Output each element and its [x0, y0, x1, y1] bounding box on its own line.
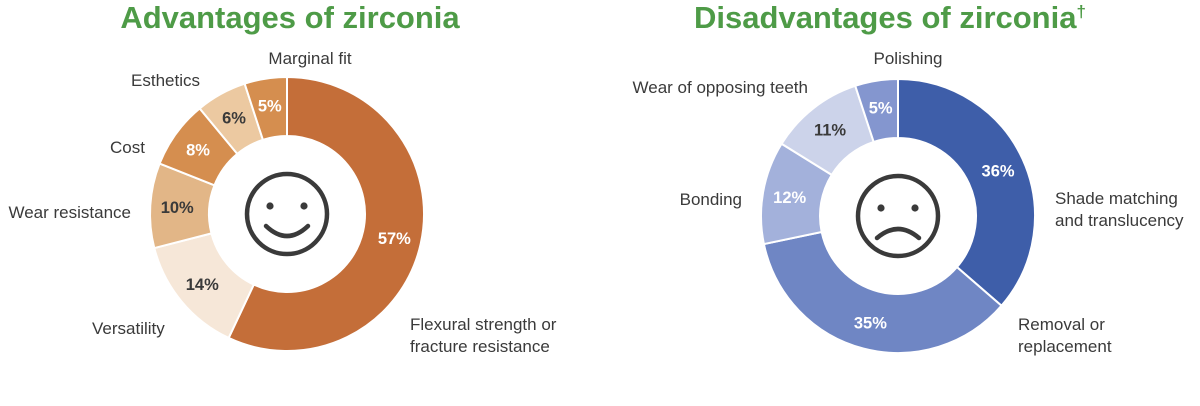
- advantages-chart: Advantages of zirconia 57% 14% 10% 8% 6% 5% F…: [8, 0, 556, 356]
- value-label-versatility: 14%: [186, 276, 219, 294]
- disadvantages-slices: [760, 77, 1036, 354]
- advantages-title: Advantages of zirconia: [120, 0, 460, 35]
- slice-flexural-strength-or-fracture-resistance: [227, 75, 425, 352]
- category-label-wear-of-opposing-teeth: Wear of opposing teeth: [633, 78, 808, 97]
- category-label-polishing: Polishing: [874, 49, 943, 68]
- slice-marginal-fit: [243, 75, 288, 142]
- category-label-removal-or-replacement: Removal or replacement: [1018, 315, 1112, 356]
- value-label-wear-of-opposing-teeth: 11%: [814, 122, 846, 140]
- sad-face-icon: [855, 173, 941, 259]
- disadvantages-title: Disadvantages of zirconia†: [694, 0, 1086, 35]
- category-label-marginal-fit: Marginal fit: [268, 49, 351, 68]
- category-label-versatility: Versatility: [92, 319, 165, 338]
- value-label-flexural-strength-or-fracture-resistance: 57%: [378, 230, 411, 248]
- disadvantages-category-labels: Shade matching and translucency Removal or…: [633, 49, 1185, 356]
- value-label-removal-or-replacement: 35%: [854, 314, 887, 332]
- category-label-bonding: Bonding: [680, 190, 742, 209]
- advantages-category-labels: Flexural strength or fracture resistance V…: [8, 49, 556, 356]
- value-label-esthetics: 6%: [222, 110, 246, 128]
- advantages-slices: [149, 75, 425, 352]
- advantages-value-labels: 57% 14% 10% 8% 6% 5%: [161, 97, 411, 294]
- value-label-polishing: 5%: [869, 99, 893, 117]
- category-label-cost: Cost: [110, 138, 145, 157]
- disadvantages-value-labels: 36% 35% 12% 11% 5%: [773, 99, 1015, 332]
- value-label-marginal-fit: 5%: [258, 97, 282, 115]
- slice-polishing: [853, 77, 899, 144]
- category-label-shade-matching-and-translucency: Shade matching and translucency: [1055, 189, 1184, 230]
- value-label-wear-resistance: 10%: [161, 199, 194, 217]
- category-label-flexural-strength-or-fracture-resistance: Flexural strength or fracture resistance: [410, 315, 557, 356]
- category-label-wear-resistance: Wear resistance: [8, 203, 131, 222]
- value-label-bonding: 12%: [773, 189, 806, 207]
- value-label-cost: 8%: [186, 141, 210, 159]
- value-label-shade-matching-and-translucency: 36%: [982, 162, 1015, 180]
- dagger-mark: †: [1076, 2, 1085, 21]
- category-label-esthetics: Esthetics: [131, 71, 200, 90]
- slice-removal-or-replacement: [762, 230, 1003, 354]
- slice-shade-matching-and-translucency: [897, 77, 1036, 308]
- smiley-face-icon: [244, 171, 330, 257]
- disadvantages-chart: Disadvantages of zirconia† 36% 35% 12% 11% 5…: [633, 0, 1185, 356]
